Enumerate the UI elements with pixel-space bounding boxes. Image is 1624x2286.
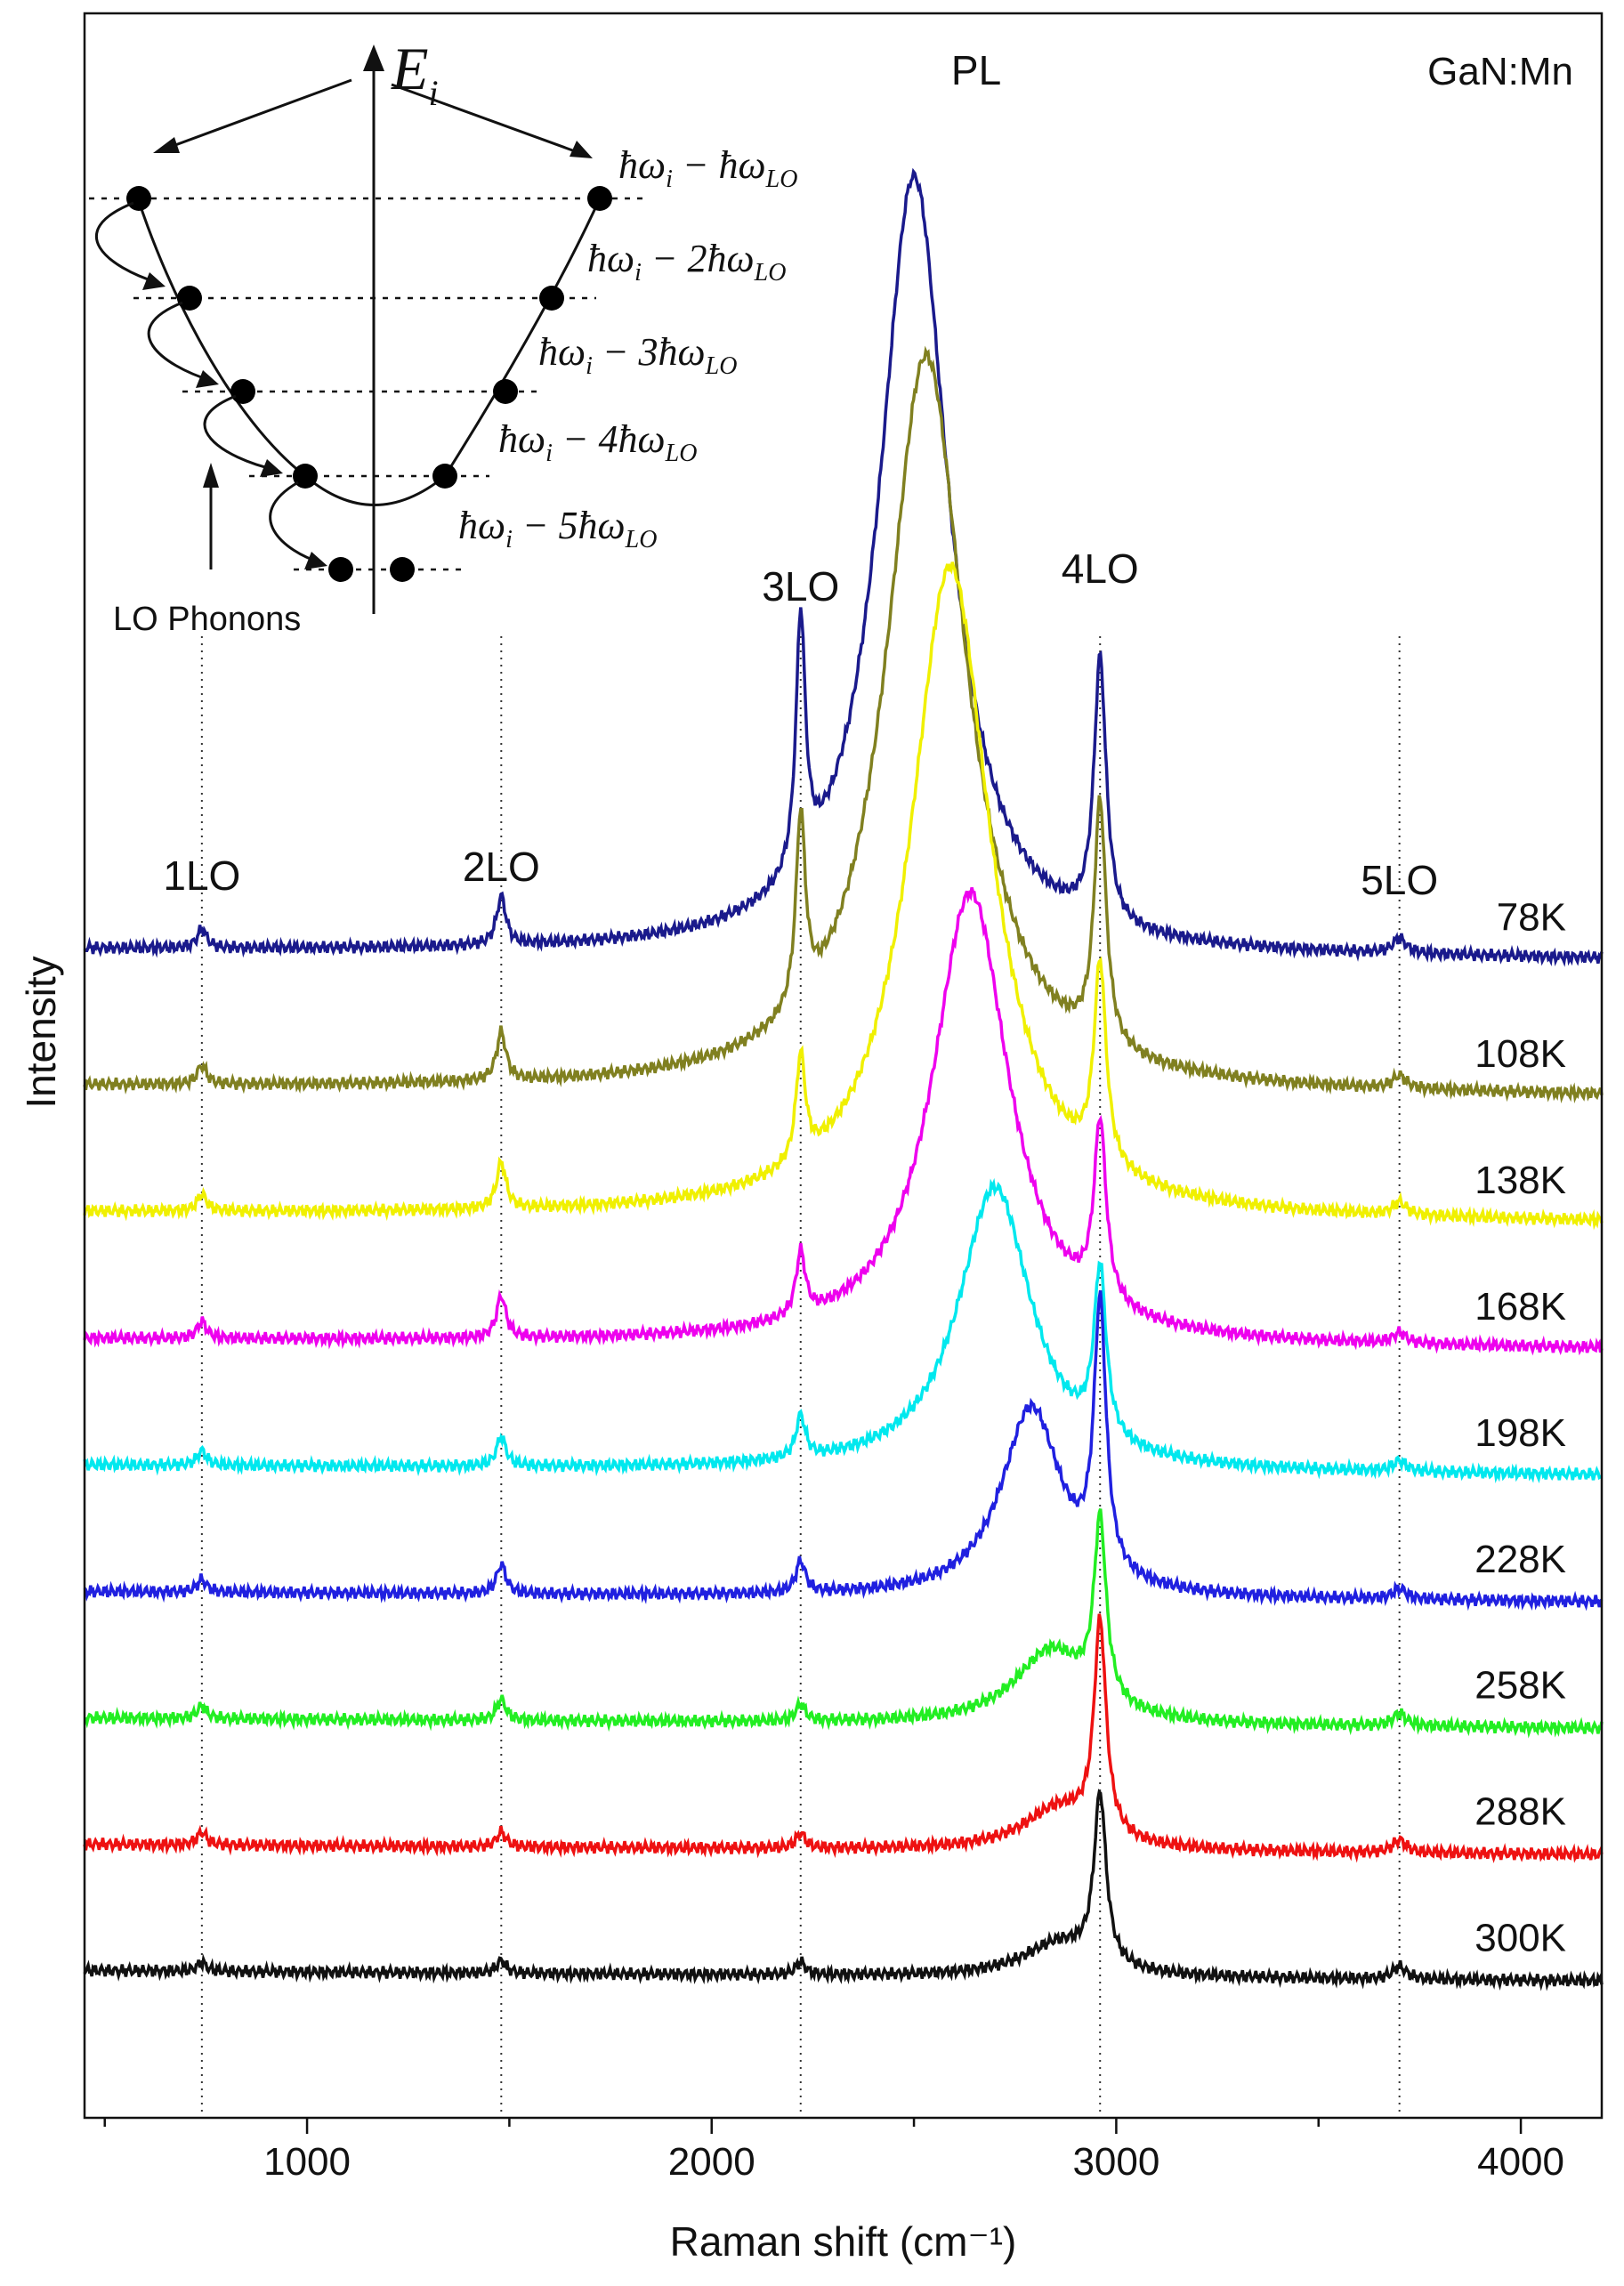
series-label-78K: 78K: [1497, 895, 1566, 939]
series-label-198K: 198K: [1475, 1411, 1566, 1455]
energy-axis-arrowhead: [363, 44, 384, 71]
series-label-108K: 108K: [1475, 1032, 1566, 1076]
series-line-138K: [83, 561, 1604, 1231]
arrow-to-right-level: [391, 83, 588, 158]
plot-frame: [83, 12, 1604, 2120]
x-tick-label: 3000: [1072, 2140, 1159, 2184]
series-line-198K: [83, 1177, 1603, 1484]
level-dot: [328, 557, 353, 582]
peak-label-1LO: 1LO: [163, 852, 240, 899]
x-tick-label: 1000: [263, 2140, 351, 2184]
series-line-108K: [83, 345, 1604, 1104]
relaxation-arrowhead-4: [304, 552, 327, 569]
peak-label-5LO: 5LO: [1361, 857, 1438, 903]
level-dot: [177, 286, 202, 311]
relaxation-arrow-3: [203, 394, 277, 472]
x-axis-title: Raman shift (cm⁻¹): [670, 2218, 1017, 2265]
level-dot: [539, 286, 564, 311]
relaxation-arrow-2: [147, 301, 213, 383]
series-line-300K: [83, 1789, 1604, 1991]
series-label-288K: 288K: [1475, 1790, 1566, 1834]
peak-label-4LO: 4LO: [1062, 545, 1139, 592]
level-dot: [493, 379, 518, 404]
peak-label-3LO: 3LO: [762, 563, 839, 610]
inset-level-labels: ħωi − ħωLO ħωi − 2ħωLO ħωi − 3ħωLO ħωi − 4ħ…: [458, 143, 797, 553]
level-dot: [230, 379, 255, 404]
inset-level-label: ħωi − 5ħωLO: [458, 504, 657, 553]
series-labels: 78K 108K 138K 168K 198K 228K 258K 288K 300K: [1475, 895, 1566, 1959]
peak-label-PL: PL: [951, 47, 1001, 93]
x-tick-label: 2000: [668, 2140, 755, 2184]
series-label-168K: 168K: [1475, 1285, 1566, 1329]
arrow-to-left-level: [158, 78, 352, 153]
level-dot: [587, 186, 612, 211]
level-dot: [390, 557, 415, 582]
series-label-258K: 258K: [1475, 1664, 1566, 1708]
peak-label-2LO: 2LO: [463, 844, 540, 890]
relaxation-arrowhead-2: [196, 370, 219, 388]
series-line-168K: [83, 886, 1604, 1356]
lo-phonons-arrowhead: [203, 463, 219, 488]
relaxation-arrow-1: [95, 201, 159, 285]
inset-level-label: ħωi − 4ħωLO: [498, 417, 697, 467]
level-dot: [126, 186, 151, 211]
series-line-228K: [83, 1290, 1604, 1612]
series-label-228K: 228K: [1475, 1538, 1566, 1581]
relaxation-arrowhead-1: [142, 272, 166, 290]
relaxation-arrowhead-3: [260, 459, 283, 477]
inset-level-label: ħωi − 2ħωLO: [587, 237, 786, 287]
peak-labels: 1LO 2LO 3LO 4LO 5LO PL: [163, 47, 1438, 903]
inset-level-label: ħωi − ħωLO: [618, 143, 797, 193]
x-tick-label: 4000: [1477, 2140, 1564, 2184]
relaxation-arrow-4: [269, 481, 321, 564]
series-line-288K: [83, 1613, 1604, 1863]
spectra-series: [83, 167, 1604, 1991]
arrowhead-left: [153, 137, 180, 153]
y-axis-title: Intensity: [18, 956, 64, 1108]
inset-level-label: ħωi − 3ħωLO: [538, 330, 737, 380]
lo-phonons-label: LO Phonons: [113, 601, 301, 638]
arrowhead-right: [570, 141, 593, 158]
series-line-258K: [84, 1508, 1604, 1739]
level-dot: [293, 464, 318, 489]
level-dot: [432, 464, 457, 489]
x-axis-ticks: 1000 2000 3000 4000: [103, 2118, 1564, 2184]
dispersion-curve: [136, 198, 602, 506]
series-line-78K: [83, 167, 1604, 967]
series-label-300K: 300K: [1475, 1916, 1566, 1959]
series-label-138K: 138K: [1475, 1159, 1566, 1202]
phonon-guide-lines: [200, 636, 1401, 2118]
sample-label: GaN:Mn: [1427, 50, 1573, 93]
